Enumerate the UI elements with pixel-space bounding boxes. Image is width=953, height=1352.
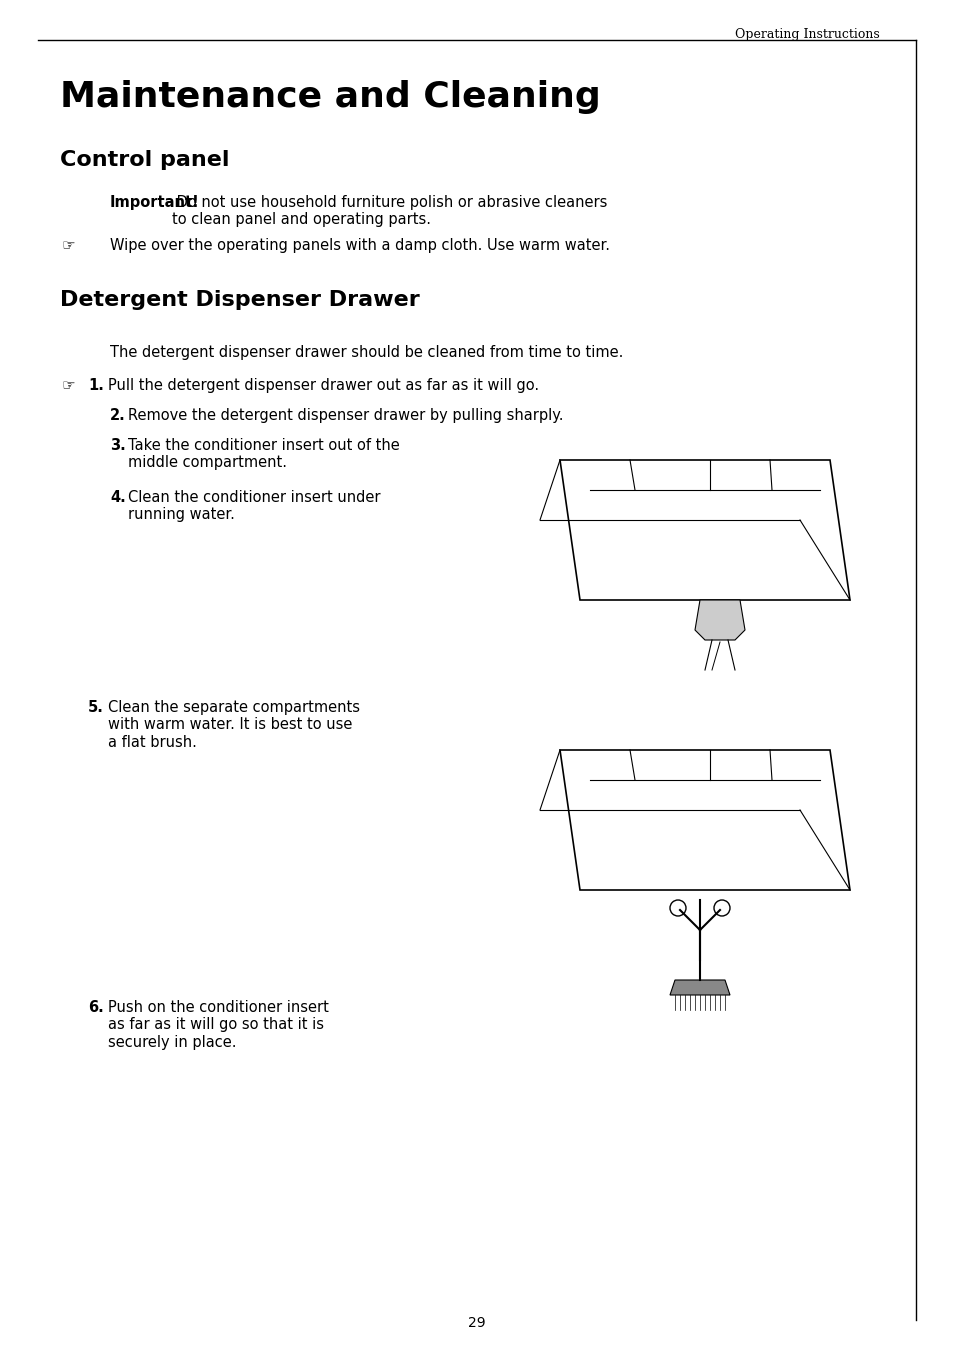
- Text: The detergent dispenser drawer should be cleaned from time to time.: The detergent dispenser drawer should be…: [110, 345, 622, 360]
- Text: Clean the conditioner insert under
running water.: Clean the conditioner insert under runni…: [128, 489, 380, 522]
- Text: Maintenance and Cleaning: Maintenance and Cleaning: [60, 80, 600, 114]
- Text: 5.: 5.: [88, 700, 104, 715]
- Text: Pull the detergent dispenser drawer out as far as it will go.: Pull the detergent dispenser drawer out …: [108, 379, 538, 393]
- Text: Take the conditioner insert out of the
middle compartment.: Take the conditioner insert out of the m…: [128, 438, 399, 470]
- Text: Important!: Important!: [110, 195, 199, 210]
- Text: ☞: ☞: [62, 238, 75, 253]
- Text: 29: 29: [468, 1315, 485, 1330]
- Text: Control panel: Control panel: [60, 150, 230, 170]
- Text: Do not use household furniture polish or abrasive cleaners
to clean panel and op: Do not use household furniture polish or…: [172, 195, 607, 227]
- Polygon shape: [695, 600, 744, 639]
- Text: Push on the conditioner insert
as far as it will go so that it is
securely in pl: Push on the conditioner insert as far as…: [108, 1000, 329, 1049]
- Text: ☞: ☞: [62, 379, 75, 393]
- Polygon shape: [669, 980, 729, 995]
- Text: Remove the detergent dispenser drawer by pulling sharply.: Remove the detergent dispenser drawer by…: [128, 408, 563, 423]
- Text: 2.: 2.: [110, 408, 126, 423]
- Text: 6.: 6.: [88, 1000, 104, 1015]
- Text: 4.: 4.: [110, 489, 126, 506]
- Text: Operating Instructions: Operating Instructions: [735, 28, 879, 41]
- Text: 1.: 1.: [88, 379, 104, 393]
- Text: 3.: 3.: [110, 438, 126, 453]
- Text: Clean the separate compartments
with warm water. It is best to use
a flat brush.: Clean the separate compartments with war…: [108, 700, 359, 750]
- Text: Wipe over the operating panels with a damp cloth. Use warm water.: Wipe over the operating panels with a da…: [110, 238, 609, 253]
- Text: Detergent Dispenser Drawer: Detergent Dispenser Drawer: [60, 289, 419, 310]
